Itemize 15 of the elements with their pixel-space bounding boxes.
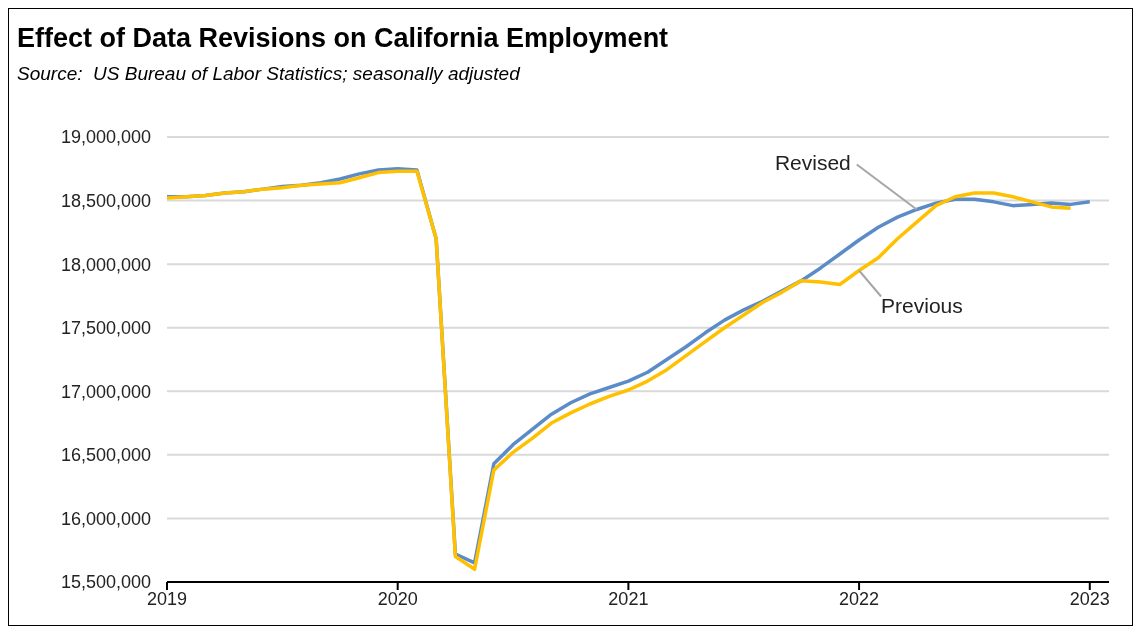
chart-subtitle: Source: US Bureau of Labor Statistics; seasonally adjusted xyxy=(17,63,520,85)
y-tick-label: 17,500,000 xyxy=(60,318,151,339)
x-tick-label: 2022 xyxy=(839,588,880,609)
x-tick-label: 2021 xyxy=(608,588,649,609)
y-tick-label: 16,000,000 xyxy=(60,508,151,529)
y-tick-label: 17,000,000 xyxy=(60,381,151,402)
y-tick-label: 19,000,000 xyxy=(60,127,151,148)
y-tick-label: 18,000,000 xyxy=(60,254,151,275)
x-tick-label: 2020 xyxy=(377,588,418,609)
chart-title: Effect of Data Revisions on California Employment xyxy=(17,23,669,54)
series-label: Previous xyxy=(881,293,963,317)
y-tick-label: 16,500,000 xyxy=(60,445,151,466)
y-tick-label: 18,500,000 xyxy=(60,190,151,211)
x-tick-label: 2023 xyxy=(1069,588,1110,609)
text: Revised xyxy=(774,151,851,175)
